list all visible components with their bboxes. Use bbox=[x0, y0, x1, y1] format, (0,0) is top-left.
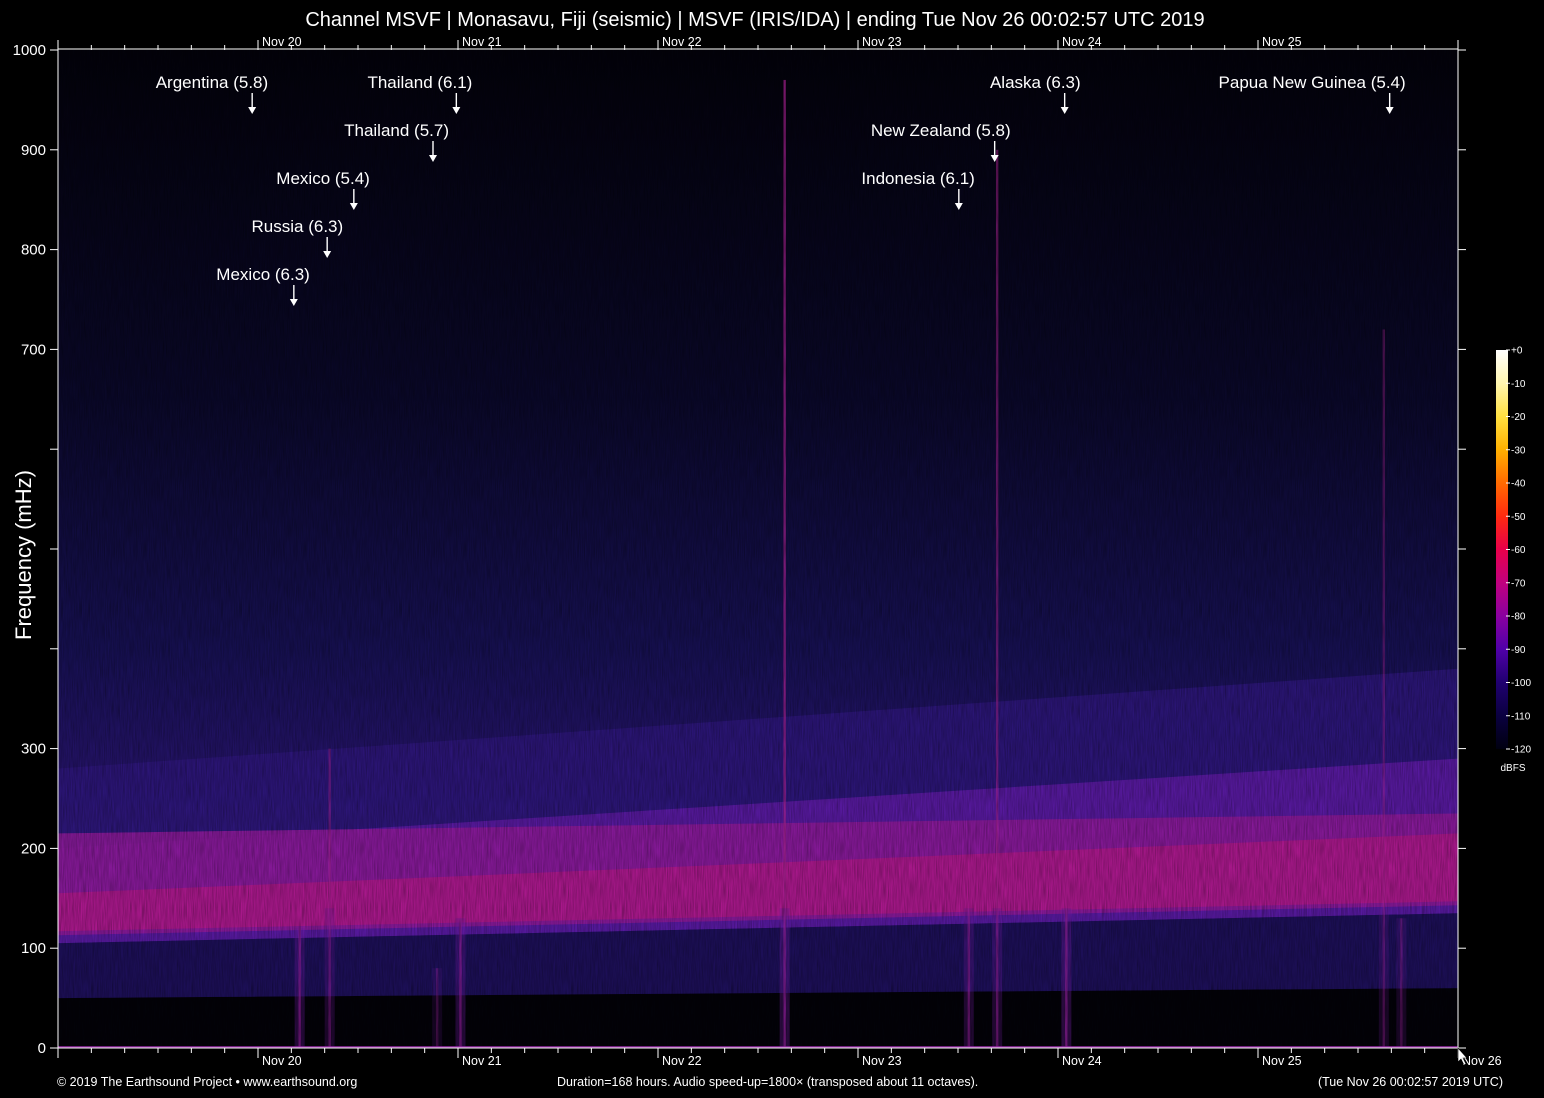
event-label: New Zealand (5.8) bbox=[871, 121, 1011, 140]
colorbar-tick-label: -70 bbox=[1511, 578, 1526, 589]
event-label: Thailand (6.1) bbox=[367, 73, 472, 92]
colorbar-gradient bbox=[1496, 350, 1508, 749]
event-arrow-head bbox=[349, 203, 358, 210]
y-tick-label: 900 bbox=[21, 142, 46, 159]
event-arrow-head bbox=[1385, 107, 1394, 114]
colorbar-tick-label: -60 bbox=[1511, 545, 1526, 556]
event-annotations: Argentina (5.8) Mexico (6.3) Russia (6.3) M… bbox=[156, 73, 1406, 306]
x-tick-label-bottom: Nov 25 bbox=[1262, 1054, 1302, 1068]
cursor-icon bbox=[1457, 1047, 1468, 1066]
chart-title: Channel MSVF | Monasavu, Fiji (seismic) … bbox=[305, 9, 1205, 31]
colorbar: +0 -10 -20 -30 -40 -50 -60 -70 -80 -90 -100 -110 -12… bbox=[1496, 346, 1531, 774]
event-label: Mexico (5.4) bbox=[276, 169, 370, 188]
event-arrow-head bbox=[323, 251, 332, 258]
colorbar-tick-label: -50 bbox=[1511, 512, 1526, 523]
x-tick-label-bottom: Nov 26 bbox=[1462, 1054, 1502, 1068]
colorbar-unit: dBFS bbox=[1500, 763, 1525, 774]
noise-grain bbox=[58, 50, 1458, 1048]
x-tick-label-bottom: Nov 22 bbox=[662, 1054, 702, 1068]
x-tick-label-bottom: Nov 21 bbox=[462, 1054, 502, 1068]
event-label: Thailand (5.7) bbox=[344, 121, 449, 140]
x-tick-label-top: Nov 21 bbox=[462, 35, 502, 49]
x-tick-label-top: Nov 22 bbox=[662, 35, 702, 49]
colorbar-tick-label: +0 bbox=[1511, 346, 1523, 357]
event-label: Mexico (6.3) bbox=[216, 265, 310, 284]
footer-timestamp: (Tue Nov 26 00:02:57 2019 UTC) bbox=[1317, 1075, 1503, 1089]
event-arrow-head bbox=[248, 107, 257, 114]
event-arrow-head bbox=[954, 203, 963, 210]
event-label: Indonesia (6.1) bbox=[861, 169, 974, 188]
event-arrow-head bbox=[429, 155, 437, 162]
x-tick-label-bottom: Nov 24 bbox=[1062, 1054, 1102, 1068]
event-arrow-head bbox=[452, 107, 461, 114]
y-tick-label: 1000 bbox=[13, 42, 46, 59]
colorbar-tick-label: -100 bbox=[1511, 678, 1531, 689]
event-label: Alaska (6.3) bbox=[990, 73, 1081, 92]
y-tick-label: 200 bbox=[21, 840, 46, 857]
y-tick-label: 100 bbox=[21, 940, 46, 957]
x-tick-label-top: Nov 24 bbox=[1062, 35, 1102, 49]
y-tick-label: 700 bbox=[21, 341, 46, 358]
x-tick-label-top: Nov 20 bbox=[262, 35, 302, 49]
event-label: Russia (6.3) bbox=[252, 217, 344, 236]
event-arrow-head bbox=[990, 155, 999, 162]
colorbar-tick-label: -20 bbox=[1511, 412, 1526, 423]
colorbar-tick-label: -120 bbox=[1511, 745, 1531, 756]
colorbar-tick-label: -80 bbox=[1511, 612, 1526, 623]
colorbar-tick-label: -10 bbox=[1511, 379, 1526, 390]
axes: 0 100 200 300 700 800 900 1000 Frequency (mHz) No… bbox=[11, 35, 1502, 1068]
event-label: Papua New Guinea (5.4) bbox=[1219, 73, 1406, 92]
footer-credit: © 2019 The Earthsound Project • www.eart… bbox=[57, 1075, 358, 1089]
colorbar-tick-label: -30 bbox=[1511, 445, 1526, 456]
footer-duration: Duration=168 hours. Audio speed-up=1800×… bbox=[557, 1075, 979, 1089]
y-tick-label: 0 bbox=[38, 1040, 46, 1057]
y-axis-label: Frequency (mHz) bbox=[11, 470, 36, 640]
event-arrow-head bbox=[289, 299, 298, 306]
x-tick-label-top: Nov 25 bbox=[1262, 35, 1302, 49]
colorbar-tick-label: -110 bbox=[1511, 711, 1531, 722]
x-tick-label-bottom: Nov 23 bbox=[862, 1054, 902, 1068]
colorbar-tick-label: -90 bbox=[1511, 645, 1526, 656]
x-tick-label-bottom: Nov 20 bbox=[262, 1054, 302, 1068]
y-tick-label: 300 bbox=[21, 741, 46, 758]
event-label: Argentina (5.8) bbox=[156, 73, 268, 92]
event-arrow-head bbox=[1060, 107, 1069, 114]
x-tick-label-top: Nov 23 bbox=[862, 35, 902, 49]
y-tick-label: 800 bbox=[21, 242, 46, 259]
colorbar-tick-label: -40 bbox=[1511, 479, 1526, 490]
spectrogram-image bbox=[58, 50, 1458, 1048]
